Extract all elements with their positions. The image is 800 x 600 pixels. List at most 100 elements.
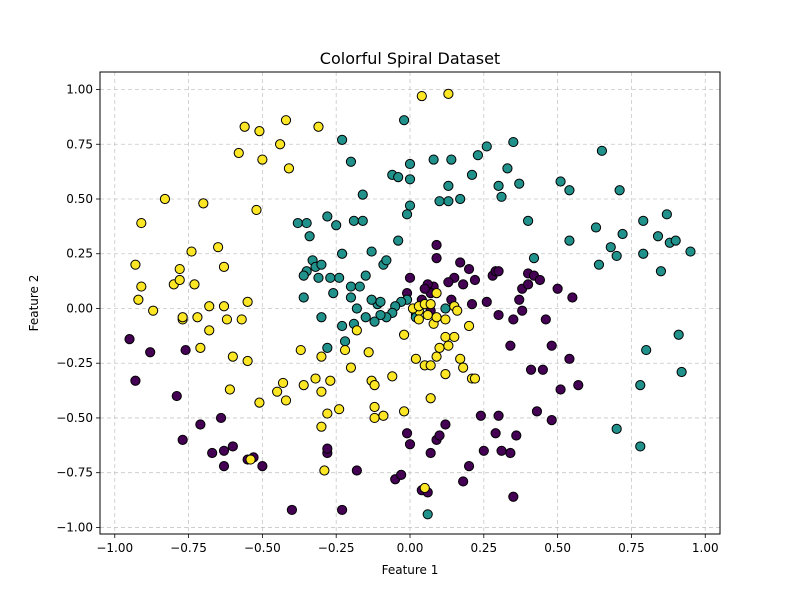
data-point xyxy=(425,393,436,404)
data-point xyxy=(233,147,244,159)
data-point xyxy=(481,296,492,308)
data-point xyxy=(416,90,427,102)
x-tick-label: −1.00 xyxy=(96,541,133,555)
data-point xyxy=(277,377,289,389)
data-point xyxy=(440,331,451,343)
data-point xyxy=(360,270,371,281)
x-tick-label: 0.25 xyxy=(470,541,497,555)
data-point xyxy=(280,115,292,126)
data-point xyxy=(316,421,327,432)
data-point xyxy=(204,301,215,312)
data-point xyxy=(505,447,516,459)
data-point xyxy=(540,314,551,325)
data-point xyxy=(298,270,309,281)
data-point xyxy=(493,180,504,191)
data-point xyxy=(174,263,185,275)
data-point xyxy=(195,419,206,430)
data-point xyxy=(198,198,209,209)
data-point xyxy=(617,228,628,240)
data-point xyxy=(458,362,469,373)
data-point xyxy=(174,274,185,286)
data-point xyxy=(661,209,672,220)
data-point xyxy=(455,257,466,268)
data-point xyxy=(316,259,327,270)
data-point xyxy=(525,364,537,375)
y-tick-label: 0.50 xyxy=(66,192,93,206)
x-tick-label: −0.25 xyxy=(318,541,355,555)
data-point xyxy=(676,366,687,378)
data-point xyxy=(195,342,206,353)
data-point xyxy=(387,371,398,382)
data-point xyxy=(463,263,475,275)
data-point xyxy=(130,259,141,270)
data-point xyxy=(336,320,348,332)
data-point xyxy=(218,301,230,312)
data-point xyxy=(673,329,684,340)
data-point xyxy=(573,380,584,391)
data-point xyxy=(336,134,348,145)
data-point xyxy=(366,246,377,257)
data-point xyxy=(466,298,478,310)
data-point xyxy=(522,215,534,226)
data-point xyxy=(274,139,286,150)
x-tick-label: 0.50 xyxy=(544,541,571,555)
data-point xyxy=(334,404,345,415)
data-point xyxy=(458,279,469,290)
data-point xyxy=(555,384,566,395)
y-tick-label: 1.00 xyxy=(66,83,93,97)
data-point xyxy=(635,380,646,391)
data-point xyxy=(236,314,247,325)
data-point xyxy=(257,154,268,165)
data-point xyxy=(133,294,144,305)
data-point xyxy=(357,189,368,200)
data-point xyxy=(177,434,188,445)
data-point xyxy=(186,246,197,257)
data-point xyxy=(401,209,413,220)
data-point xyxy=(419,482,430,494)
data-point xyxy=(148,305,159,316)
data-point xyxy=(428,154,439,165)
data-point xyxy=(496,191,507,202)
data-point xyxy=(319,465,330,476)
y-tick-label: 0.75 xyxy=(66,137,93,151)
data-point xyxy=(192,312,203,323)
data-point xyxy=(136,281,147,292)
data-point xyxy=(555,176,566,187)
data-point xyxy=(218,461,230,472)
x-tick-label: 1.00 xyxy=(692,541,719,555)
data-point xyxy=(207,447,218,459)
data-point xyxy=(145,347,156,358)
data-point xyxy=(159,193,171,205)
data-point xyxy=(322,342,333,353)
data-point xyxy=(242,296,253,308)
data-point xyxy=(298,292,309,303)
data-point xyxy=(348,215,360,226)
data-point xyxy=(224,384,236,395)
data-point xyxy=(404,439,416,450)
data-point xyxy=(251,204,262,216)
data-point xyxy=(564,353,575,364)
data-point xyxy=(242,355,253,367)
data-point xyxy=(496,445,507,456)
data-point xyxy=(398,329,410,340)
data-point xyxy=(331,220,342,231)
data-points xyxy=(124,88,696,520)
data-point xyxy=(410,353,422,364)
data-point xyxy=(431,351,442,362)
data-point xyxy=(369,401,380,413)
data-point xyxy=(316,351,327,362)
data-point xyxy=(339,336,351,347)
data-point xyxy=(357,215,368,226)
data-point xyxy=(136,217,147,229)
data-point xyxy=(431,253,442,264)
data-point xyxy=(517,305,528,316)
data-point xyxy=(472,150,484,161)
data-point xyxy=(475,410,486,421)
data-point xyxy=(522,279,534,290)
data-point xyxy=(505,340,516,351)
data-point xyxy=(463,320,475,332)
data-point xyxy=(245,454,256,465)
data-point xyxy=(528,253,540,264)
data-point xyxy=(490,428,501,439)
data-point xyxy=(339,344,351,356)
